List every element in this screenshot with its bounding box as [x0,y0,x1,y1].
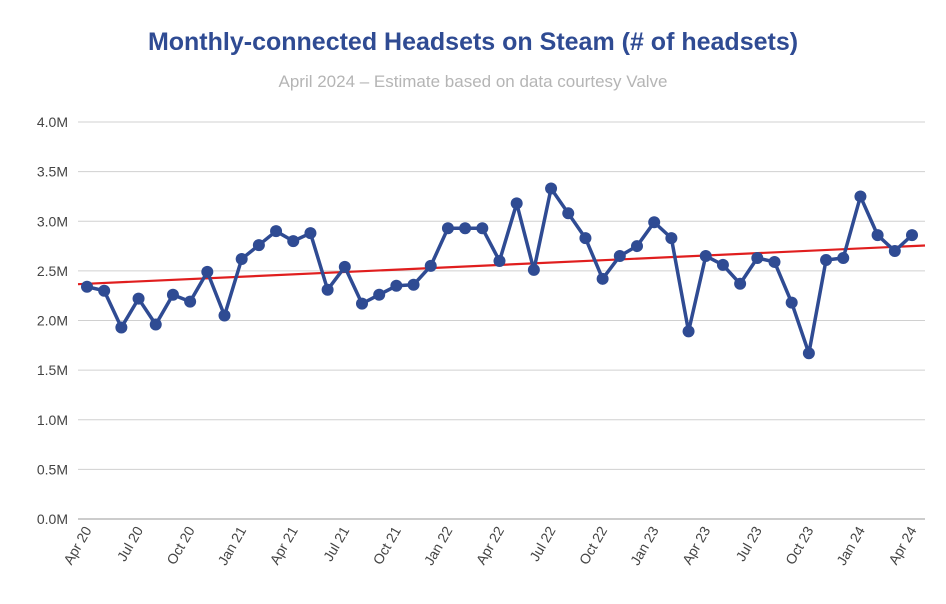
data-point [115,321,128,334]
x-tick-label: Apr 24 [885,523,920,567]
data-point [304,227,317,240]
x-tick-label: Jan 24 [833,523,868,568]
data-point [390,279,403,292]
data-point [201,265,214,278]
chart-subtitle: April 2024 – Estimate based on data cour… [278,72,668,91]
y-tick-label: 0.5M [37,461,68,477]
x-tick-label: Jul 22 [526,523,559,564]
data-point [373,288,386,301]
data-point [459,222,472,235]
y-tick-label: 2.0M [37,313,68,329]
data-point [682,325,695,338]
y-tick-label: 0.0M [37,511,68,527]
data-point [527,263,540,276]
x-tick-label: Apr 21 [266,523,301,567]
data-point [613,249,626,262]
data-point [906,229,918,242]
x-tick-label: Oct 21 [369,523,404,567]
y-tick-label: 4.0M [37,114,68,130]
x-tick-label: Oct 23 [782,523,817,567]
data-point [631,240,643,253]
x-tick-label: Jul 20 [114,523,147,564]
data-point [837,251,850,264]
data-point [218,309,231,322]
data-point [665,232,678,245]
data-point [166,288,179,301]
data-point [802,347,815,360]
data-point [785,296,798,309]
data-point [321,283,334,296]
x-tick-label: Jul 21 [320,523,353,564]
data-point [149,318,162,331]
data-point [287,235,300,248]
y-tick-label: 1.5M [37,362,68,378]
data-point [871,229,884,242]
x-tick-label: Apr 22 [473,523,508,567]
x-tick-label: Oct 20 [163,523,198,567]
data-point [648,216,661,229]
y-tick-label: 2.5M [37,263,68,279]
data-point [751,251,764,264]
y-tick-label: 3.5M [37,164,68,180]
data-point [562,207,575,220]
x-tick-label: Jan 23 [627,523,662,568]
x-tick-label: Jan 21 [214,523,249,568]
data-point [820,253,833,266]
data-point [132,292,145,305]
data-point [424,259,437,272]
data-point [184,295,197,308]
data-point [81,280,93,293]
data-point [854,190,867,203]
y-tick-label: 1.0M [37,412,68,428]
chart-title: Monthly-connected Headsets on Steam (# o… [147,28,799,56]
data-point [545,182,558,195]
x-tick-label: Apr 20 [60,523,95,567]
data-point [98,284,111,297]
data-point [270,225,283,238]
data-point [596,272,609,285]
x-tick-label: Jul 23 [732,523,765,564]
data-point [252,239,265,252]
data-point [510,197,523,210]
y-tick-label: 3.0M [37,213,68,229]
data-point [888,245,901,258]
data-point [356,297,368,310]
data-point [734,277,747,290]
data-point [493,254,506,267]
data-point [235,252,248,265]
data-point [716,258,729,271]
data-point [699,249,712,262]
data-point [441,222,454,235]
x-tick-label: Jan 22 [421,523,456,568]
data-point [768,255,781,268]
x-tick-label: Oct 22 [576,523,611,567]
data-point [579,232,592,245]
data-point [338,260,351,273]
data-point [476,222,489,235]
x-tick-label: Apr 23 [679,523,714,567]
data-point [407,278,420,291]
